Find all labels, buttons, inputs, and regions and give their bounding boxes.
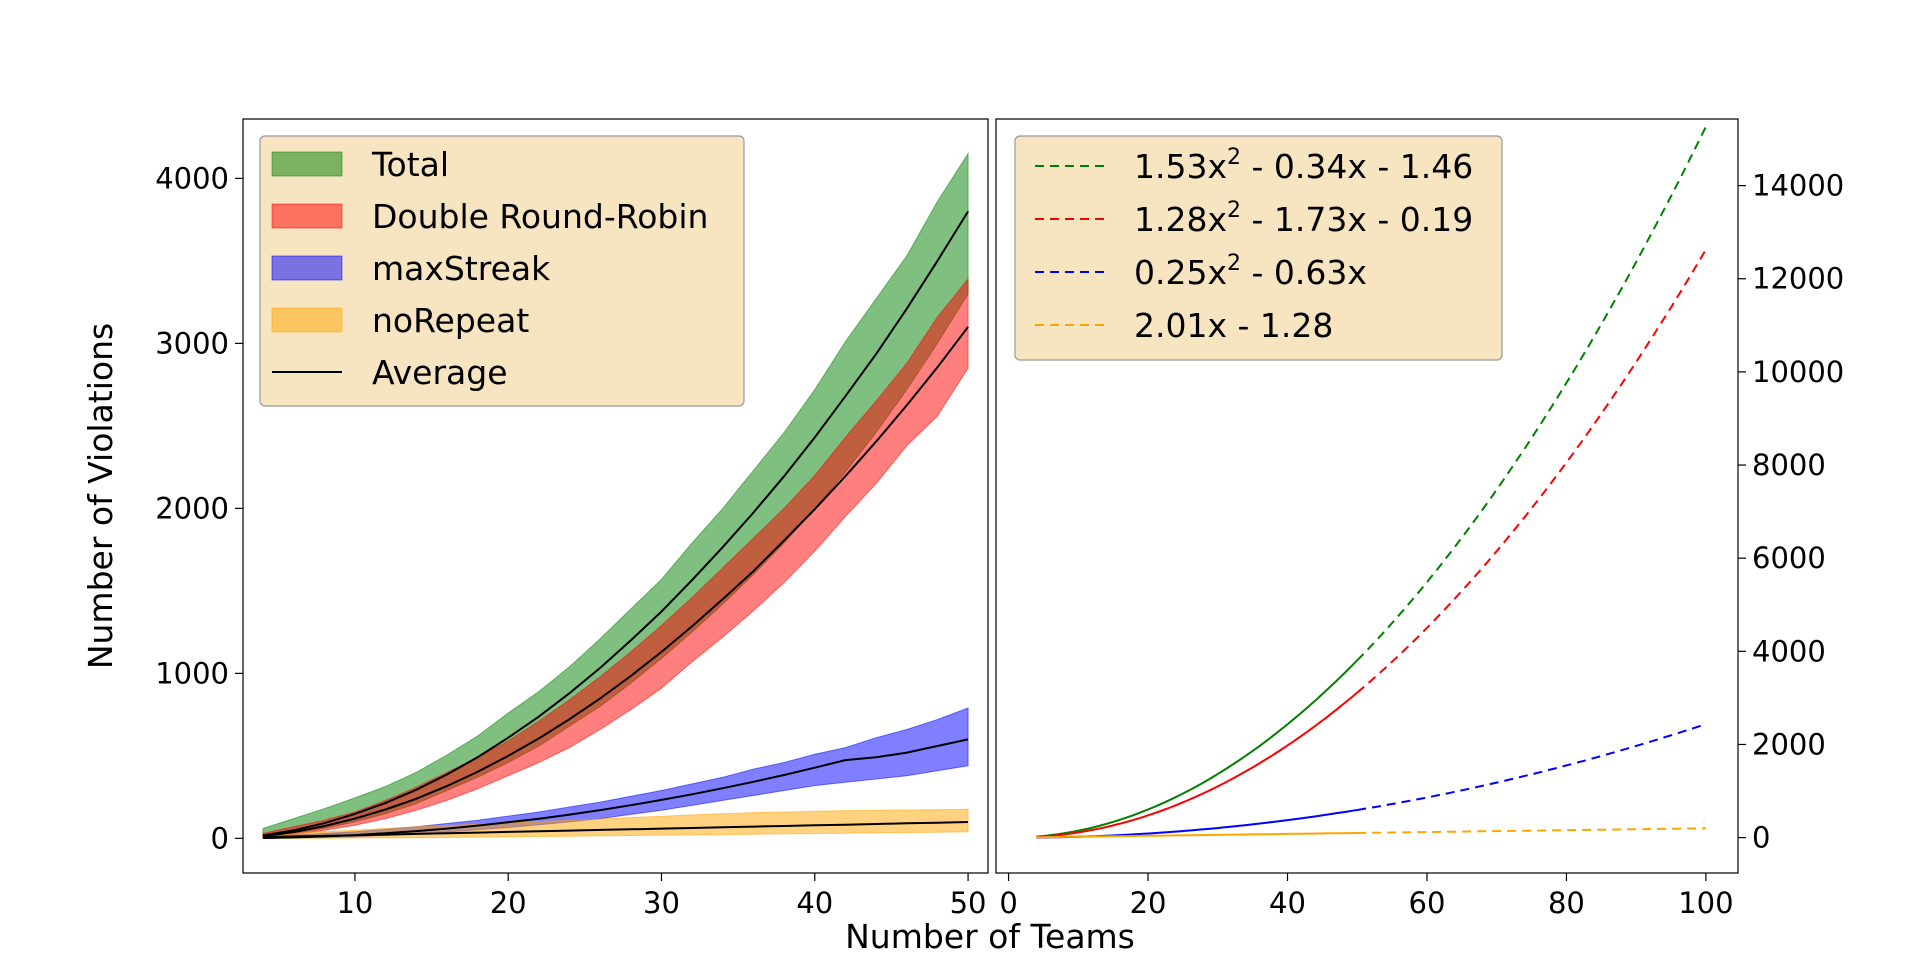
y-tick-label: 2000 [1752, 727, 1826, 761]
left-panel: 10 20 30 40 50 0 1000 2000 3000 4000 Number of V… [81, 118, 989, 920]
legend-swatch-total [271, 151, 343, 177]
right-panel: 0 20 40 60 80 100 0 2000 4000 6000 8000 10000 12000… [995, 118, 1844, 920]
legend-box [1014, 135, 1503, 361]
average-line-norepeat [262, 821, 969, 839]
y-tick-label: 12000 [1752, 262, 1844, 296]
legend-label-total: Total [371, 145, 449, 184]
legend-label-fit-2: 0.25x2 - 0.63x [1134, 251, 1367, 292]
right-y-ticks: 0 2000 4000 6000 8000 10000 12000 14000 [1738, 169, 1844, 855]
fit-line-dashed-0 [1356, 126, 1707, 662]
x-tick-label: 100 [1678, 886, 1733, 920]
left-y-ticks: 0 1000 2000 3000 4000 [155, 161, 243, 855]
average-line-double-round-robin [262, 326, 969, 838]
y-tick-label: 2000 [155, 491, 229, 525]
fit-line-solid-0 [1036, 659, 1358, 838]
y-tick-label: 10000 [1752, 355, 1844, 389]
right-plot-area [1036, 126, 1707, 839]
left-axes-frame [242, 118, 989, 874]
y-tick-label: 3000 [155, 326, 229, 360]
legend-label-norepeat: noRepeat [372, 301, 529, 340]
legend-swatch-double-round-robin [271, 203, 343, 229]
y-tick-label: 0 [211, 821, 229, 855]
x-tick-label: 40 [1269, 886, 1306, 920]
y-tick-label: 4000 [1752, 634, 1826, 668]
x-tick-label: 20 [490, 886, 527, 920]
legend-swatch-norepeat [271, 307, 343, 333]
y-tick-label: 8000 [1752, 448, 1826, 482]
x-tick-label: 40 [796, 886, 833, 920]
x-tick-label: 20 [1130, 886, 1167, 920]
x-tick-label: 60 [1409, 886, 1446, 920]
fit-line-dashed-2 [1357, 723, 1707, 811]
legend-label-fit-3: 2.01x - 1.28 [1134, 306, 1333, 345]
right-x-ticks: 0 20 40 60 80 100 [999, 873, 1734, 920]
left-y-axis-title: Number of Violations [81, 323, 120, 669]
left-plot-area [262, 151, 969, 839]
average-line-total [262, 210, 969, 837]
legend-label-maxstreak: maxStreak [372, 249, 551, 288]
y-tick-label: 14000 [1752, 169, 1844, 203]
legend-label-fit-1: 1.28x2 - 1.73x - 0.19 [1134, 198, 1473, 239]
right-axes-frame [995, 118, 1739, 874]
x-tick-label: 10 [336, 886, 373, 920]
fit-line-solid-3 [1036, 832, 1358, 839]
fit-line-dashed-1 [1356, 249, 1707, 694]
y-tick-label: 4000 [155, 161, 229, 195]
average-line-maxstreak [262, 738, 969, 839]
y-tick-label: 6000 [1752, 541, 1826, 575]
x-tick-label: 0 [999, 886, 1017, 920]
legend-label-fit-0: 1.53x2 - 0.34x - 1.46 [1134, 145, 1473, 186]
left-x-ticks: 10 20 30 40 50 [336, 873, 987, 920]
fit-line-dashed-3 [1357, 827, 1706, 834]
y-tick-label: 0 [1752, 821, 1770, 855]
legend-label-average: Average [372, 353, 508, 392]
x-tick-label: 80 [1548, 886, 1585, 920]
shared-x-axis-title: Number of Teams [845, 917, 1135, 956]
band-double-round-robin [262, 277, 969, 839]
y-tick-label: 1000 [155, 656, 229, 690]
x-tick-label: 30 [643, 886, 680, 920]
fit-line-solid-1 [1036, 691, 1358, 838]
x-tick-label: 50 [950, 886, 987, 920]
left-legend: Total Double Round-Robin maxStreak noRepeat… [259, 135, 745, 407]
legend-label-double-round-robin: Double Round-Robin [372, 197, 708, 236]
legend-box [259, 135, 745, 407]
right-legend: 1.53x2 - 0.34x - 1.46 1.28x2 - 1.73x - 0.… [1014, 135, 1503, 361]
legend-swatch-maxstreak [271, 255, 343, 281]
